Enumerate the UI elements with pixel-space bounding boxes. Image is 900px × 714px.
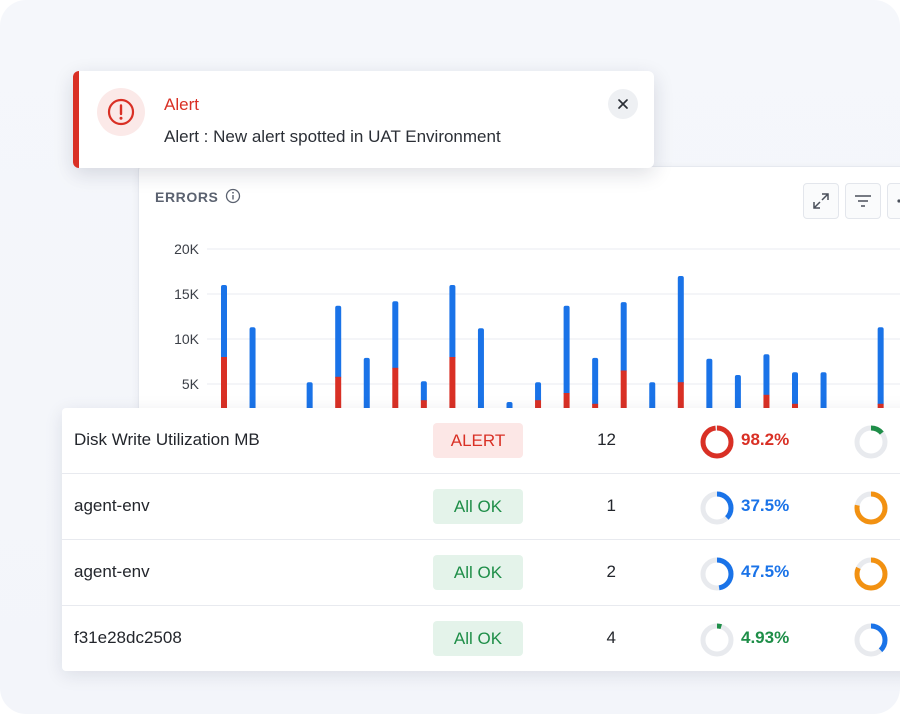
row-name: agent-env bbox=[74, 496, 150, 515]
row-percent: 4.93% bbox=[741, 628, 790, 647]
info-icon[interactable] bbox=[225, 188, 241, 204]
y-tick-label: 10K bbox=[174, 331, 200, 347]
percent-donut-icon bbox=[700, 491, 734, 525]
alert-icon-badge bbox=[97, 88, 145, 136]
row-name: agent-env bbox=[74, 562, 150, 581]
table-row[interactable]: f31e28dc2508 All OK 4 4.93% bbox=[62, 606, 900, 671]
bar-blue-segment[interactable] bbox=[620, 302, 627, 373]
bar-blue-segment[interactable] bbox=[592, 357, 599, 406]
bar-blue-segment[interactable] bbox=[449, 285, 456, 359]
y-tick-label: 20K bbox=[174, 241, 200, 257]
y-tick-label: 15K bbox=[174, 286, 200, 302]
y-tick-label: 5K bbox=[182, 376, 200, 392]
bar-blue-segment[interactable] bbox=[221, 285, 227, 359]
table-row[interactable]: agent-env All OK 1 37.5% bbox=[62, 474, 900, 540]
alerts-table: Disk Write Utilization MB ALERT 12 98.2%… bbox=[62, 408, 900, 671]
filter-button[interactable] bbox=[845, 183, 881, 219]
close-icon bbox=[618, 99, 628, 109]
secondary-donut-icon bbox=[854, 491, 888, 525]
row-count: 12 bbox=[597, 430, 616, 449]
row-count: 2 bbox=[606, 562, 616, 581]
status-badge: All OK bbox=[433, 555, 523, 590]
row-percent: 47.5% bbox=[741, 562, 790, 581]
bar-blue-segment[interactable] bbox=[535, 382, 542, 403]
alert-accent-bar bbox=[73, 71, 79, 168]
errors-title: ERRORS bbox=[155, 189, 219, 205]
more-icon bbox=[897, 199, 900, 203]
filter-icon bbox=[855, 195, 871, 207]
bar-blue-segment[interactable] bbox=[392, 301, 399, 370]
row-count: 4 bbox=[606, 628, 616, 647]
alert-toast: Alert Alert : New alert spotted in UAT E… bbox=[73, 71, 654, 168]
row-percent: 37.5% bbox=[741, 496, 790, 515]
alert-close-button[interactable] bbox=[608, 89, 638, 119]
bar-blue-segment[interactable] bbox=[763, 354, 770, 397]
more-options-button[interactable] bbox=[887, 183, 900, 219]
status-badge: All OK bbox=[433, 489, 523, 524]
secondary-donut-icon bbox=[854, 557, 888, 591]
expand-button[interactable] bbox=[803, 183, 839, 219]
table-row[interactable]: Disk Write Utilization MB ALERT 12 98.2% bbox=[62, 408, 900, 474]
bar-blue-segment[interactable] bbox=[677, 276, 684, 385]
bar-blue-segment[interactable] bbox=[563, 305, 570, 395]
alert-message: Alert : New alert spotted in UAT Environ… bbox=[164, 127, 501, 146]
bar-blue-segment[interactable] bbox=[420, 381, 427, 403]
percent-donut-icon bbox=[700, 623, 734, 657]
bar-blue-segment[interactable] bbox=[477, 328, 484, 431]
table-row[interactable]: agent-env All OK 2 47.5% bbox=[62, 540, 900, 606]
expand-icon bbox=[813, 193, 829, 209]
percent-donut-icon bbox=[700, 425, 734, 459]
row-count: 1 bbox=[606, 496, 616, 515]
bar-blue-segment[interactable] bbox=[335, 305, 342, 379]
alert-title: Alert bbox=[164, 95, 199, 114]
secondary-donut-icon bbox=[854, 623, 888, 657]
row-percent: 98.2% bbox=[741, 430, 790, 449]
status-badge: All OK bbox=[433, 621, 523, 656]
status-badge: ALERT bbox=[433, 423, 523, 458]
bar-blue-segment[interactable] bbox=[249, 327, 256, 431]
percent-donut-icon bbox=[700, 557, 734, 591]
bar-blue-segment[interactable] bbox=[792, 372, 798, 406]
row-name: f31e28dc2508 bbox=[74, 628, 182, 647]
row-name: Disk Write Utilization MB bbox=[74, 430, 260, 449]
bar-blue-segment[interactable] bbox=[877, 327, 884, 406]
exclamation-circle-icon bbox=[107, 98, 135, 126]
secondary-donut-icon bbox=[854, 425, 888, 459]
